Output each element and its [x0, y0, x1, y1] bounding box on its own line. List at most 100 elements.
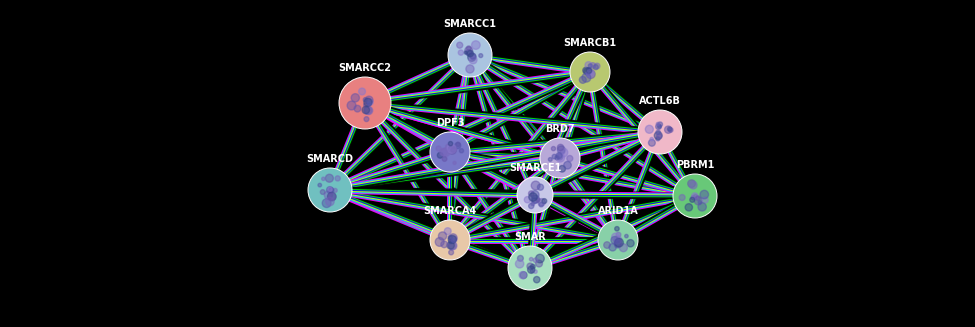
- Circle shape: [448, 240, 452, 244]
- Circle shape: [448, 144, 456, 153]
- Circle shape: [458, 50, 463, 55]
- Circle shape: [560, 149, 565, 154]
- Circle shape: [443, 157, 447, 161]
- Circle shape: [465, 47, 473, 55]
- Circle shape: [655, 124, 661, 129]
- Circle shape: [669, 128, 673, 132]
- Circle shape: [445, 228, 451, 234]
- Circle shape: [354, 105, 361, 112]
- Circle shape: [479, 54, 483, 58]
- Circle shape: [648, 139, 655, 146]
- Circle shape: [328, 192, 336, 201]
- Circle shape: [456, 42, 463, 48]
- Circle shape: [321, 190, 325, 195]
- Circle shape: [441, 241, 448, 248]
- Circle shape: [556, 153, 563, 159]
- Circle shape: [531, 198, 537, 203]
- Circle shape: [351, 94, 360, 102]
- Circle shape: [528, 191, 534, 196]
- Circle shape: [448, 235, 452, 240]
- Circle shape: [673, 174, 717, 218]
- Circle shape: [685, 204, 692, 211]
- Circle shape: [446, 145, 450, 149]
- Circle shape: [464, 51, 467, 54]
- Circle shape: [611, 236, 618, 244]
- Circle shape: [328, 187, 332, 191]
- Circle shape: [698, 203, 706, 211]
- Circle shape: [658, 122, 663, 127]
- Circle shape: [453, 161, 456, 164]
- Circle shape: [614, 227, 619, 231]
- Circle shape: [454, 143, 461, 149]
- Circle shape: [558, 144, 564, 151]
- Circle shape: [548, 158, 552, 161]
- Circle shape: [471, 57, 474, 60]
- Circle shape: [528, 193, 537, 201]
- Text: ACTL6B: ACTL6B: [639, 96, 681, 106]
- Circle shape: [467, 50, 474, 57]
- Circle shape: [325, 191, 332, 199]
- Circle shape: [367, 99, 373, 105]
- Circle shape: [614, 238, 623, 247]
- Circle shape: [459, 149, 463, 153]
- Circle shape: [530, 191, 539, 199]
- Circle shape: [680, 195, 685, 200]
- Text: SMARCC1: SMARCC1: [444, 19, 496, 29]
- Circle shape: [611, 233, 620, 241]
- Circle shape: [588, 71, 593, 76]
- Circle shape: [329, 188, 333, 193]
- Circle shape: [450, 236, 457, 243]
- Circle shape: [656, 122, 659, 126]
- Circle shape: [449, 234, 457, 242]
- Circle shape: [466, 50, 472, 56]
- Circle shape: [665, 126, 672, 133]
- Circle shape: [583, 67, 589, 74]
- Circle shape: [430, 220, 470, 260]
- Circle shape: [508, 246, 552, 290]
- Circle shape: [518, 255, 524, 261]
- Circle shape: [604, 242, 610, 248]
- Circle shape: [693, 194, 697, 198]
- Text: SMARCC2: SMARCC2: [338, 63, 392, 73]
- Circle shape: [625, 234, 628, 238]
- Text: PBRM1: PBRM1: [676, 160, 714, 170]
- Circle shape: [448, 250, 453, 255]
- Circle shape: [468, 53, 476, 61]
- Circle shape: [582, 73, 591, 82]
- Circle shape: [552, 154, 557, 159]
- Circle shape: [645, 125, 653, 133]
- Circle shape: [535, 254, 544, 263]
- Circle shape: [466, 65, 474, 73]
- Circle shape: [559, 165, 566, 172]
- Circle shape: [364, 97, 368, 102]
- Circle shape: [598, 220, 638, 260]
- Circle shape: [318, 183, 322, 187]
- Circle shape: [368, 102, 371, 106]
- Text: SMARCA4: SMARCA4: [423, 206, 477, 216]
- Circle shape: [584, 68, 591, 75]
- Circle shape: [585, 62, 592, 69]
- Circle shape: [333, 188, 337, 192]
- Circle shape: [539, 202, 543, 207]
- Circle shape: [689, 197, 695, 202]
- Circle shape: [526, 263, 533, 269]
- Circle shape: [588, 70, 593, 74]
- Circle shape: [570, 52, 610, 92]
- Circle shape: [694, 197, 702, 205]
- Circle shape: [448, 33, 492, 77]
- Circle shape: [456, 142, 460, 146]
- Circle shape: [469, 56, 477, 64]
- Circle shape: [579, 77, 586, 83]
- Circle shape: [530, 269, 533, 273]
- Circle shape: [656, 137, 660, 141]
- Circle shape: [557, 154, 563, 160]
- Circle shape: [538, 198, 545, 206]
- Circle shape: [516, 260, 524, 268]
- Circle shape: [691, 193, 698, 199]
- Circle shape: [347, 101, 356, 110]
- Circle shape: [472, 41, 480, 49]
- Circle shape: [614, 242, 621, 248]
- Circle shape: [327, 187, 333, 193]
- Circle shape: [687, 180, 695, 187]
- Circle shape: [558, 146, 565, 154]
